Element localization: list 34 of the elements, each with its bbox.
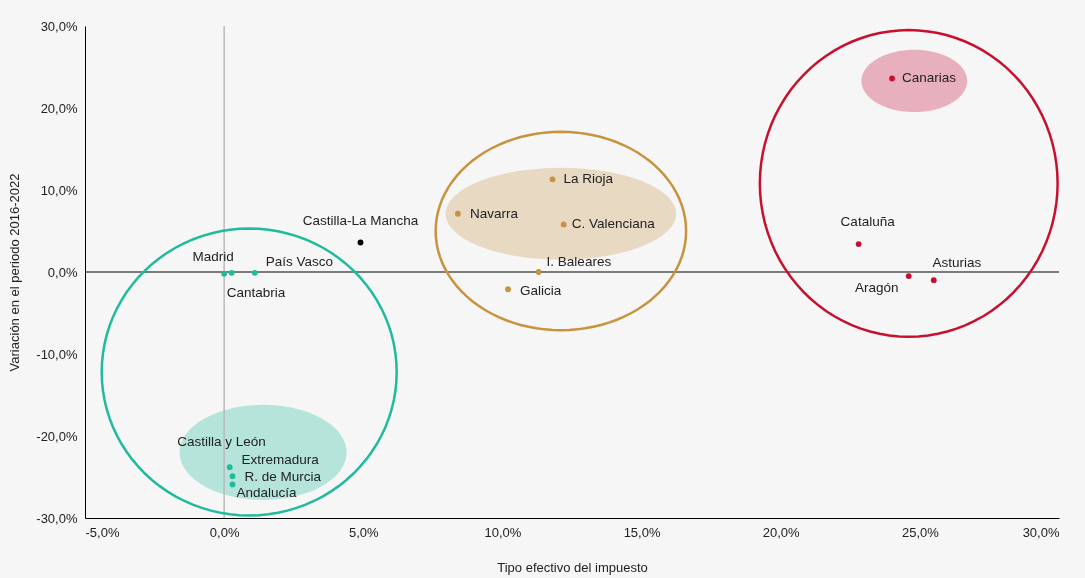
annotation: Castilla y León [177,434,266,450]
x-axis-title: Tipo efectivo del impuesto [497,559,648,575]
annotation: Madrid [192,248,234,264]
x-tick-label: 0,0% [209,524,240,540]
y-axis-title: Variación en el periodo 2016-2022 [7,173,23,372]
y-tick-label: 20,0% [40,100,78,116]
annotation: Cantabria [226,284,286,300]
x-tick-label: 20,0% [762,524,801,540]
annotation: Extremadura [241,452,320,468]
annotation: Andalucía [236,485,298,501]
annotation: Castilla-La Mancha [302,213,419,229]
annotation: Cataluña [840,214,896,230]
y-tick-label: 30,0% [40,18,78,34]
annotation: Aragón [854,280,899,296]
y-tick-label: -30,0% [36,510,78,526]
annotation: R. de Murcia [244,469,322,484]
x-tick-label: 15,0% [623,524,661,540]
x-tick-label: 30,0% [1022,524,1060,540]
y-tick-label: -20,0% [36,428,78,444]
annotation: Galicia [519,283,562,299]
x-tick-label: 25,0% [901,524,940,540]
x-tick-label: 5,0% [348,524,380,540]
annotation: La Rioja [563,171,614,187]
annotation: Navarra [469,205,519,221]
annotation: C. Valenciana [571,216,656,232]
x-tick-label: 10,0% [484,524,522,540]
x-tick-label: -5,0% [85,524,120,540]
annotation: Canarias [902,70,957,86]
annotation: I. Baleares [546,254,612,269]
annotation: Asturias [932,255,982,271]
y-tick-label: 10,0% [40,182,78,198]
annotation: País Vasco [265,253,334,269]
y-tick-label: -10,0% [36,346,78,362]
y-tick-label: 0,0% [47,264,78,280]
